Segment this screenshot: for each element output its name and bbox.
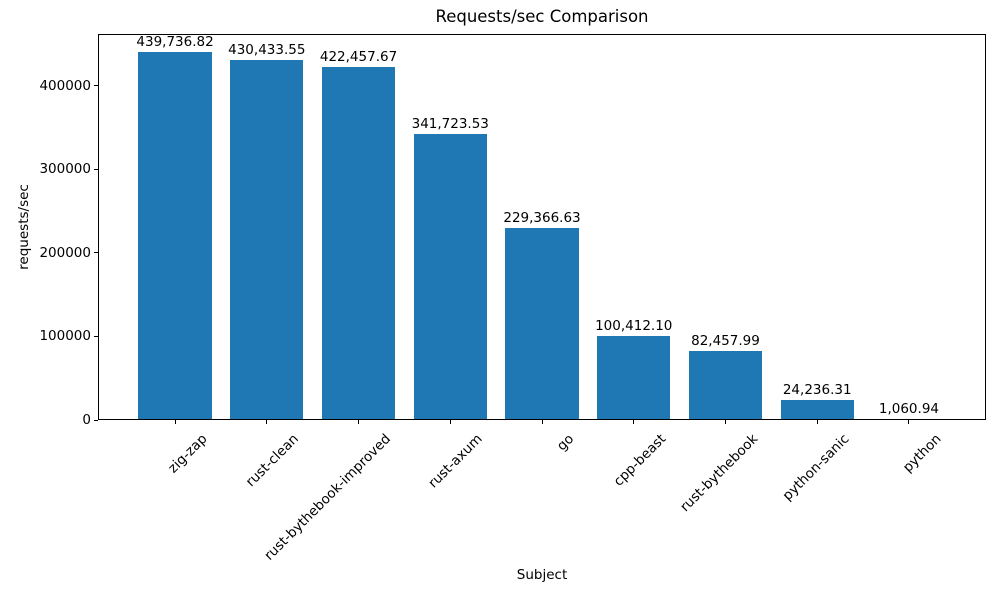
x-tick-label: go	[554, 431, 578, 455]
x-tick-label: zig-zap	[164, 431, 211, 477]
x-tick-label: rust-bythebook	[676, 431, 761, 516]
x-tick-label: rust-axum	[425, 431, 486, 492]
y-tick-mark	[94, 335, 98, 337]
bar	[413, 134, 487, 420]
x-tick-mark	[266, 420, 268, 424]
x-tick-mark	[724, 420, 726, 424]
x-tick-mark	[816, 420, 818, 424]
bar	[138, 52, 212, 420]
bar	[597, 336, 671, 420]
bar-value-label: 229,366.63	[503, 210, 581, 227]
x-axis-label: Subject	[516, 567, 568, 583]
chart-title: Requests/sec Comparison	[435, 7, 649, 26]
x-tick-label: python-sanic	[779, 431, 853, 504]
bar-value-label: 341,723.53	[411, 116, 489, 133]
y-tick-mark	[94, 168, 98, 170]
x-tick-mark	[541, 420, 543, 424]
bar-value-label: 430,433.55	[228, 42, 306, 59]
y-tick-mark	[94, 252, 98, 254]
y-tick-label: 400000	[39, 77, 91, 94]
bar	[321, 66, 396, 420]
y-tick-label: 100000	[39, 328, 91, 345]
bar	[688, 351, 763, 420]
y-tick-mark	[94, 85, 98, 87]
x-tick-mark	[633, 420, 635, 424]
y-tick-mark	[94, 419, 98, 421]
bar-value-label: 1,060.94	[878, 400, 939, 417]
bar-value-label: 439,736.82	[136, 34, 214, 51]
x-tick-mark	[358, 420, 360, 424]
x-tick-label: rust-clean	[242, 431, 303, 491]
bar-value-label: 82,457.99	[691, 333, 760, 350]
x-tick-label: cpp-beast	[610, 431, 670, 490]
x-tick-label: python	[899, 431, 945, 476]
y-tick-label: 200000	[39, 244, 91, 261]
y-tick-label: 0	[82, 411, 91, 428]
bar	[780, 399, 854, 420]
y-axis-label: requests/sec	[16, 184, 32, 270]
x-tick-mark	[908, 420, 910, 424]
x-tick-mark	[449, 420, 451, 424]
bar	[230, 60, 304, 420]
bar-value-label: 422,457.67	[319, 48, 398, 65]
y-tick-label: 300000	[39, 161, 91, 178]
x-tick-mark	[174, 420, 176, 424]
bar	[505, 228, 579, 420]
bar-value-label: 24,236.31	[782, 381, 852, 398]
bar-value-label: 100,412.10	[595, 318, 673, 335]
